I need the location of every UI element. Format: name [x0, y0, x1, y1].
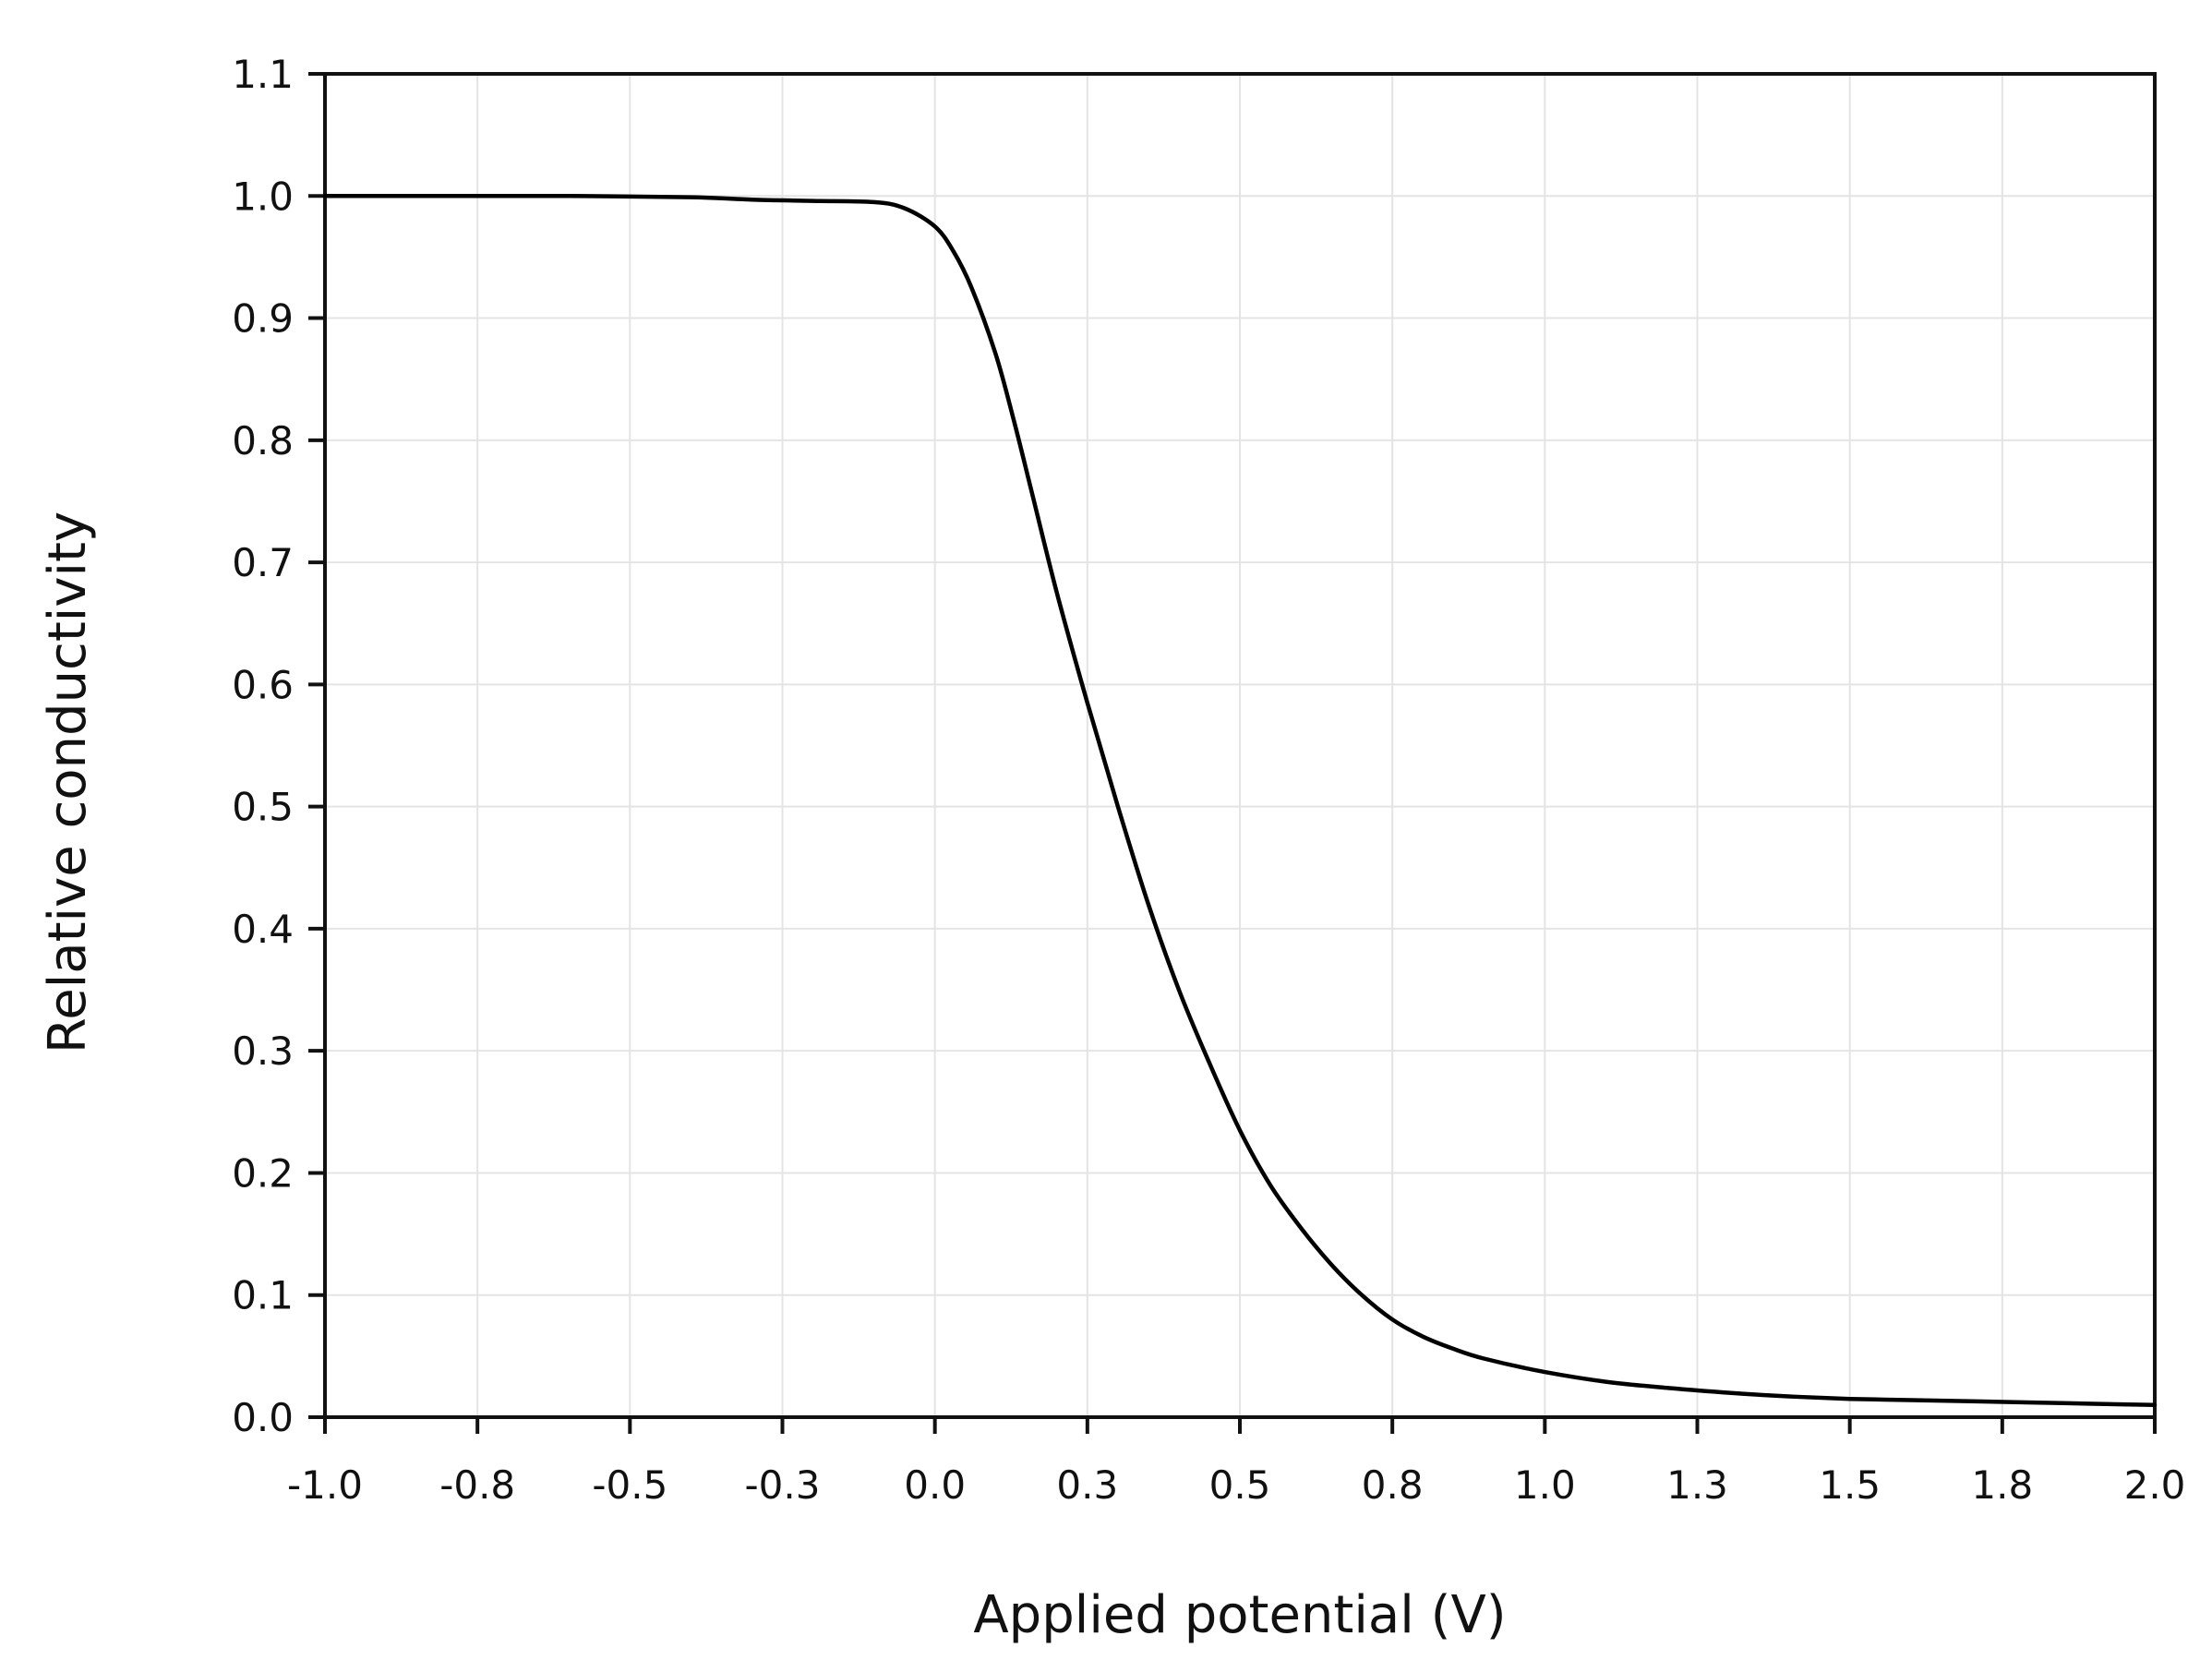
ticks — [308, 72, 2157, 1434]
x-tick-label: 1.5 — [1819, 1462, 1881, 1508]
y-tick-label: 1.0 — [232, 174, 294, 219]
x-axis-title: Applied potential (V) — [973, 1585, 1506, 1645]
y-tick-label: 1.1 — [232, 52, 294, 97]
y-tick-label: 0.3 — [232, 1028, 294, 1074]
y-tick-label: 0.4 — [232, 907, 294, 952]
x-tick-label: -0.8 — [439, 1462, 515, 1508]
x-tick-label: 1.3 — [1666, 1462, 1728, 1508]
y-tick-label: 0.5 — [232, 785, 294, 830]
series-line — [322, 193, 2158, 1408]
y-tick-label: 0.8 — [232, 418, 294, 463]
x-tick-label: 0.0 — [904, 1462, 966, 1508]
x-tick-label: 2.0 — [2124, 1462, 2186, 1508]
y-tick-label: 0.2 — [232, 1150, 294, 1196]
x-tick-label: 1.8 — [1971, 1462, 2033, 1508]
grid — [325, 74, 2155, 1417]
x-tick-label: 0.3 — [1056, 1462, 1118, 1508]
y-tick-label: 0.9 — [232, 296, 294, 342]
x-tick-label: 0.8 — [1362, 1462, 1424, 1508]
y-tick-label: 0.7 — [232, 540, 294, 585]
y-axis-title: Relative conductivity — [38, 511, 98, 1053]
y-tick-label: 0.0 — [232, 1395, 294, 1440]
x-tick-labels: -1.0 -0.8 -0.5 -0.3 0.0 0.3 0.5 0.8 1.0 1.3 1.5 1.8… — [287, 1462, 2185, 1508]
x-tick-label: -1.0 — [287, 1462, 363, 1508]
x-tick-label: 1.0 — [1514, 1462, 1576, 1508]
x-tick-label: -0.5 — [592, 1462, 667, 1508]
y-tick-label: 0.1 — [232, 1273, 294, 1318]
x-tick-label: -0.3 — [745, 1462, 821, 1508]
y-tick-label: 0.6 — [232, 662, 294, 707]
y-tick-labels: 0.0 0.1 0.2 0.3 0.4 0.5 0.6 0.7 0.8 0.9 1.0 1.1 — [232, 52, 294, 1440]
x-tick-label: 0.5 — [1209, 1462, 1271, 1508]
